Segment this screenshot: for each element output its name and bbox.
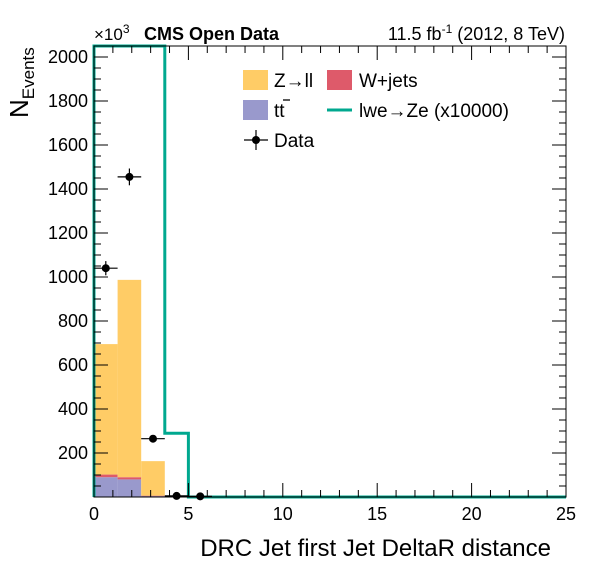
plot-frame — [93, 45, 567, 498]
legend-label-signal: lwe→Ze (x10000) — [359, 101, 509, 122]
exponent-label: ×103 — [94, 22, 130, 44]
stack-bar-1-1 — [117, 477, 142, 480]
y-tick-label-1600: 1600 — [48, 135, 88, 155]
y-tick-label-600: 600 — [58, 355, 88, 375]
x-tick-label-5: 5 — [183, 504, 193, 524]
stack-bar-0-1 — [117, 479, 142, 497]
data-point-0 — [94, 261, 118, 276]
data-point-2 — [141, 434, 165, 443]
y-tick-label-200: 200 — [58, 443, 88, 463]
y-tick-label-1800: 1800 — [48, 91, 88, 111]
legend: Z→ll W+jets tt lwe→Ze (x10000) Data — [243, 70, 509, 152]
data-marker-3 — [172, 491, 181, 500]
x-tick-label-15: 15 — [367, 504, 387, 524]
axes: 0 5 10 15 20 25 200 400 600 800 1000 1200 1400 1600 18… — [48, 45, 576, 524]
data-point-4 — [188, 492, 212, 501]
data-marker-4 — [196, 492, 205, 501]
legend-label-tt: tt — [274, 101, 285, 122]
y-tick-label-400: 400 — [58, 399, 88, 419]
stack-bar-0-2 — [141, 495, 165, 497]
stack-bar-1-2 — [141, 495, 165, 497]
x-tick-label-20: 20 — [462, 504, 482, 524]
x-axis-label: DRC Jet first Jet DeltaR distance — [200, 535, 551, 562]
data-point-1 — [117, 168, 142, 186]
legend-label-data: Data — [274, 131, 315, 152]
y-axis-label: NEvents — [4, 47, 38, 118]
legend-swatch-wjets — [327, 70, 352, 90]
data-marker-0 — [101, 264, 110, 273]
legend-swatch-zll — [243, 70, 268, 90]
y-tick-label-1000: 1000 — [48, 267, 88, 287]
x-tick-label-10: 10 — [273, 504, 293, 524]
stack-bar-0-0 — [94, 477, 118, 497]
stack-bars — [94, 279, 189, 498]
experiment-label: CMS Open Data — [144, 24, 280, 44]
legend-label-wjets: W+jets — [359, 71, 418, 92]
y-tick-label-1400: 1400 — [48, 179, 88, 199]
x-tick-label-25: 25 — [556, 504, 576, 524]
y-tick-label-2000: 2000 — [48, 47, 88, 67]
data-marker-2 — [149, 434, 157, 443]
data-points — [94, 168, 212, 501]
y-tick-label-800: 800 — [58, 311, 88, 331]
data-marker-1 — [125, 172, 134, 181]
legend-swatch-tt — [243, 100, 268, 120]
stack-bar-2-1 — [117, 279, 142, 478]
stack-bar-2-2 — [141, 461, 165, 496]
legend-data-marker — [252, 136, 260, 144]
legend-label-zll: Z→ll — [274, 71, 313, 92]
stack-bar-1-0 — [94, 474, 118, 478]
data-point-3 — [164, 491, 189, 500]
x-tick-label-0: 0 — [89, 504, 99, 524]
y-tick-label-1200: 1200 — [48, 223, 88, 243]
luminosity-label: 11.5 fb-1 (2012, 8 TeV) — [388, 22, 565, 44]
